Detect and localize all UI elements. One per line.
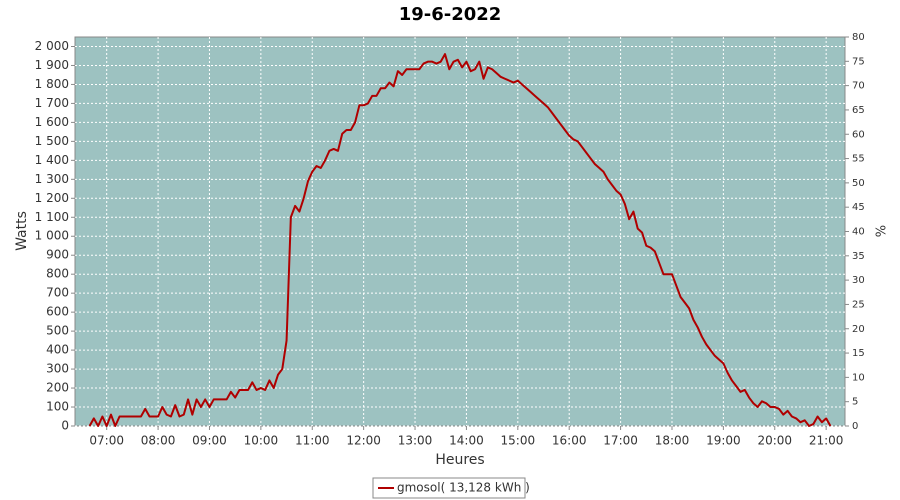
- y-tick-label: 600: [46, 305, 69, 319]
- legend-box: [372, 477, 526, 499]
- y2-axis-label: %: [875, 225, 890, 237]
- x-tick-label: 10:00: [244, 434, 279, 448]
- y-tick-label: 2 000: [35, 39, 69, 53]
- x-tick-label: 17:00: [603, 434, 638, 448]
- x-tick-label: 15:00: [501, 434, 536, 448]
- y-axis-label: Watts: [14, 211, 30, 251]
- y2-tick-label: 30: [852, 275, 865, 286]
- x-axis-label: Heures: [435, 452, 484, 468]
- x-tick-label: 16:00: [552, 434, 587, 448]
- y-tick-label: 900: [46, 248, 69, 262]
- y-tick-label: 200: [46, 381, 69, 395]
- y2-tick-label: 45: [852, 202, 865, 213]
- y-tick-label: 100: [46, 400, 69, 414]
- x-tick-label: 21:00: [809, 434, 844, 448]
- y2-tick-label: 60: [852, 129, 865, 140]
- y2-tick-label: 20: [852, 324, 865, 335]
- y-tick-label: 1 000: [35, 229, 69, 243]
- x-tick-label: 19:00: [706, 434, 741, 448]
- y2-tick-label: 50: [852, 178, 865, 189]
- y-tick-label: 0: [61, 419, 69, 433]
- plot-area: [74, 36, 846, 427]
- y-tick-label: 1 200: [35, 191, 69, 205]
- y-tick-label: 1 100: [35, 210, 69, 224]
- y-tick-label: 1 700: [35, 96, 69, 110]
- x-tick-label: 09:00: [192, 434, 227, 448]
- y-tick-label: 1 900: [35, 58, 69, 72]
- y2-tick-label: 55: [852, 154, 865, 165]
- y2-tick-label: 70: [852, 81, 865, 92]
- chart-title: 19-6-2022: [399, 4, 502, 25]
- y-tick-label: 800: [46, 267, 69, 281]
- y-tick-label: 1 400: [35, 153, 69, 167]
- y-tick-label: 1 600: [35, 115, 69, 129]
- y2-tick-label: 80: [852, 32, 865, 43]
- x-tick-label: 20:00: [757, 434, 792, 448]
- x-tick-label: 18:00: [655, 434, 690, 448]
- y-tick-label: 700: [46, 286, 69, 300]
- y2-tick-label: 15: [852, 348, 865, 359]
- x-tick-label: 08:00: [141, 434, 176, 448]
- y2-tick-label: 35: [852, 251, 865, 262]
- y2-tick-label: 5: [852, 397, 858, 408]
- y-tick-label: 300: [46, 362, 69, 376]
- y2-tick-label: 75: [852, 56, 865, 67]
- x-tick-label: 11:00: [295, 434, 330, 448]
- y2-tick-label: 40: [852, 227, 865, 238]
- data-line: [88, 53, 832, 427]
- y-tick-label: 500: [46, 324, 69, 338]
- y2-tick-label: 25: [852, 299, 865, 310]
- x-tick-label: 13:00: [398, 434, 433, 448]
- x-tick-label: 07:00: [89, 434, 124, 448]
- y-tick-label: 1 300: [35, 172, 69, 186]
- y2-tick-label: 0: [852, 421, 858, 432]
- y-tick-label: 1 500: [35, 134, 69, 148]
- y2-tick-label: 10: [852, 372, 865, 383]
- y-tick-label: 400: [46, 343, 69, 357]
- y2-tick-label: 65: [852, 105, 865, 116]
- legend-label: gmosol( 13,128 kWh ): [397, 481, 530, 495]
- x-tick-label: 14:00: [449, 434, 484, 448]
- y-tick-label: 1 800: [35, 77, 69, 91]
- x-tick-label: 12:00: [346, 434, 381, 448]
